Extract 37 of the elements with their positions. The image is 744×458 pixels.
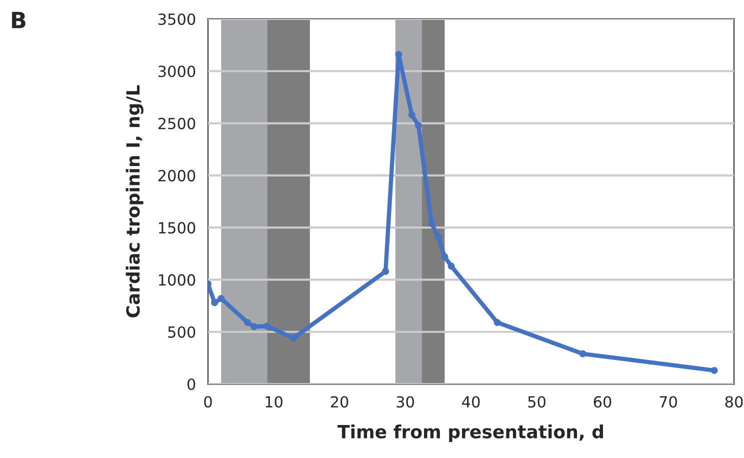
point: [579, 350, 586, 358]
x-axis-title: Time from presentation, d: [338, 424, 603, 442]
point: [448, 262, 455, 270]
text: B: [12, 12, 26, 28]
y-tick-label: 2500: [158, 118, 196, 130]
x-tick-label: 0: [204, 396, 212, 408]
y-tick-label: 500: [168, 326, 196, 338]
y-tick-label: 2000: [158, 170, 196, 182]
y-tick-label: 0: [187, 378, 196, 390]
x-tick-label: 50: [528, 396, 546, 408]
point: [264, 322, 271, 330]
point: [494, 319, 501, 326]
point: [408, 111, 416, 118]
point: [250, 323, 258, 330]
point: [428, 220, 436, 227]
x-tick-label: 30: [396, 396, 414, 408]
point: [434, 233, 442, 240]
y-tick-label: 1000: [158, 274, 196, 286]
x-tick-label: 20: [330, 396, 348, 408]
point: [441, 253, 448, 260]
point: [290, 334, 297, 342]
point: [218, 295, 225, 302]
point: [211, 299, 218, 306]
y-tick-label: 3000: [158, 66, 196, 78]
y-tick-label: 1500: [158, 222, 196, 234]
x-tick-label: 80: [725, 396, 743, 408]
point: [382, 268, 389, 275]
x-tick-label: 10: [266, 396, 282, 408]
point: [710, 366, 718, 374]
point: [244, 319, 251, 326]
point: [414, 122, 422, 129]
y-axis-title: Cardiac tropinin I, ng/L: [126, 85, 144, 318]
y-tick-label: 3500: [158, 13, 196, 26]
x-tick-label: 70: [660, 396, 677, 408]
x-tick-label: 60: [594, 396, 612, 408]
point: [395, 50, 402, 58]
x-tick-label: 40: [462, 396, 480, 408]
